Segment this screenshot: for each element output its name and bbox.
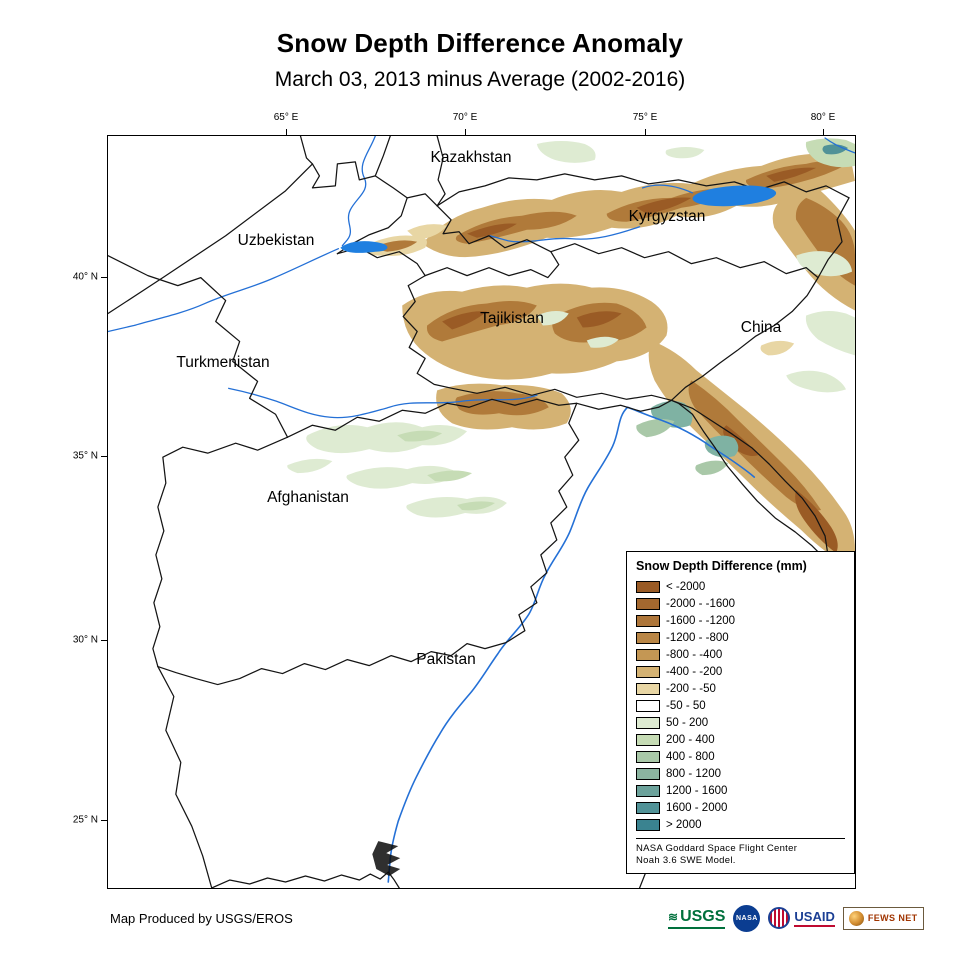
lake-issyk-kul xyxy=(692,185,777,207)
legend-entry-label: < -2000 xyxy=(666,580,706,593)
usgs-logo: ≋ USGS xyxy=(668,907,726,929)
legend-swatch xyxy=(636,665,660,678)
legend-entry-label: -800 - -400 xyxy=(666,648,723,661)
lon-tick-label: 65° E xyxy=(273,112,299,123)
legend-row: 1200 - 1600 xyxy=(636,782,845,799)
usgs-logo-text: USGS xyxy=(680,907,726,925)
legend-entry-label: -1200 - -800 xyxy=(666,631,729,644)
legend-swatch xyxy=(636,784,660,797)
legend-swatch xyxy=(636,767,660,780)
legend-note-line1: NASA Goddard Space Flight Center xyxy=(636,843,798,854)
usaid-logo: USAID xyxy=(768,907,835,929)
fewsnet-globe-icon xyxy=(848,910,864,926)
legend-entry-label: -50 - 50 xyxy=(666,699,706,712)
lat-tick-label: 40° N xyxy=(72,271,98,283)
legend-row: 1600 - 2000 xyxy=(636,799,845,816)
legend-swatch xyxy=(636,597,660,610)
legend-title: Snow Depth Difference (mm) xyxy=(636,559,807,573)
indus-delta xyxy=(372,841,401,877)
legend-row: 200 - 400 xyxy=(636,731,845,748)
legend-note: NASA Goddard Space Flight Center Noah 3.… xyxy=(636,838,845,867)
usaid-logo-text: USAID xyxy=(794,908,835,924)
usaid-seal-icon xyxy=(768,907,791,929)
usgs-wave-icon: ≋ xyxy=(668,909,679,924)
legend-swatch xyxy=(636,682,660,695)
fewsnet-logo: FEWS NET xyxy=(842,906,924,930)
legend-row: -2000 - -1600 xyxy=(636,595,845,612)
legend-entry-label: 800 - 1200 xyxy=(666,767,721,780)
map-frame: Kazakhstan Kyrgyzstan Uzbekistan Tajikistan… xyxy=(107,135,856,889)
legend-swatch xyxy=(636,580,660,593)
nasa-logo: NASA xyxy=(733,904,761,932)
fewsnet-logo-text: FEWS NET xyxy=(867,913,918,923)
legend-row: -200 - -50 xyxy=(636,680,845,697)
legend-note-line2: Noah 3.6 SWE Model. xyxy=(636,855,736,867)
legend-entry-label: -2000 - -1600 xyxy=(666,597,736,610)
legend-row: -50 - 50 xyxy=(636,697,845,714)
legend-swatch xyxy=(636,801,660,814)
legend-row: -1600 - -1200 xyxy=(636,612,845,629)
lat-tick-label: 35° N xyxy=(72,450,98,462)
legend-entry-label: -200 - -50 xyxy=(666,682,716,695)
legend-swatch xyxy=(636,631,660,644)
legend-entry-label: 200 - 400 xyxy=(666,733,715,746)
legend-row: > 2000 xyxy=(636,816,845,833)
legend: Snow Depth Difference (mm) < -2000 -2000 … xyxy=(626,551,855,875)
legend-swatch xyxy=(636,733,660,746)
legend-swatch xyxy=(636,648,660,661)
legend-swatch xyxy=(636,750,660,763)
legend-row: < -2000 xyxy=(636,578,845,595)
lat-tick-label: 25° N xyxy=(72,814,98,826)
nasa-meatball-icon: NASA xyxy=(733,904,761,932)
legend-rows: < -2000 -2000 - -1600 -1600 - -1200 -1200 -… xyxy=(636,578,845,833)
map-credit: Map Produced by USGS/EROS xyxy=(110,911,293,926)
page-subtitle: March 03, 2013 minus Average (2002-2016) xyxy=(274,68,686,91)
legend-swatch xyxy=(636,818,660,831)
legend-entry-label: 400 - 800 xyxy=(666,750,715,763)
lake-chardarya xyxy=(340,241,388,253)
legend-row: -800 - -400 xyxy=(636,646,845,663)
legend-row: 800 - 1200 xyxy=(636,765,845,782)
legend-row: -1200 - -800 xyxy=(636,629,845,646)
legend-swatch xyxy=(636,699,660,712)
legend-swatch xyxy=(636,614,660,627)
usaid-red-bar xyxy=(794,924,835,927)
legend-entry-label: -1600 - -1200 xyxy=(666,614,736,627)
lon-tick-label: 75° E xyxy=(632,112,658,123)
lat-tick-label: 30° N xyxy=(72,634,98,646)
legend-swatch xyxy=(636,716,660,729)
legend-entry-label: > 2000 xyxy=(666,818,702,831)
legend-entry-label: 1600 - 2000 xyxy=(666,801,728,814)
page-title: Snow Depth Difference Anomaly xyxy=(276,28,684,58)
legend-entry-label: -400 - -200 xyxy=(666,665,723,678)
terrain-layer xyxy=(287,138,855,636)
legend-row: -400 - -200 xyxy=(636,663,845,680)
lon-tick-label: 80° E xyxy=(810,112,836,123)
usaid-logo-textwrap: USAID xyxy=(794,908,835,927)
lon-tick-label: 70° E xyxy=(452,112,478,123)
legend-entry-label: 50 - 200 xyxy=(666,716,709,729)
nasa-logo-text: NASA xyxy=(735,914,758,922)
legend-row: 50 - 200 xyxy=(636,714,845,731)
map-image xyxy=(108,136,855,888)
water-bodies xyxy=(340,185,777,877)
logo-strip: ≋ USGS NASA USAID FEWS NET xyxy=(668,901,924,935)
legend-entry-label: 1200 - 1600 xyxy=(666,784,728,797)
legend-row: 400 - 800 xyxy=(636,748,845,765)
